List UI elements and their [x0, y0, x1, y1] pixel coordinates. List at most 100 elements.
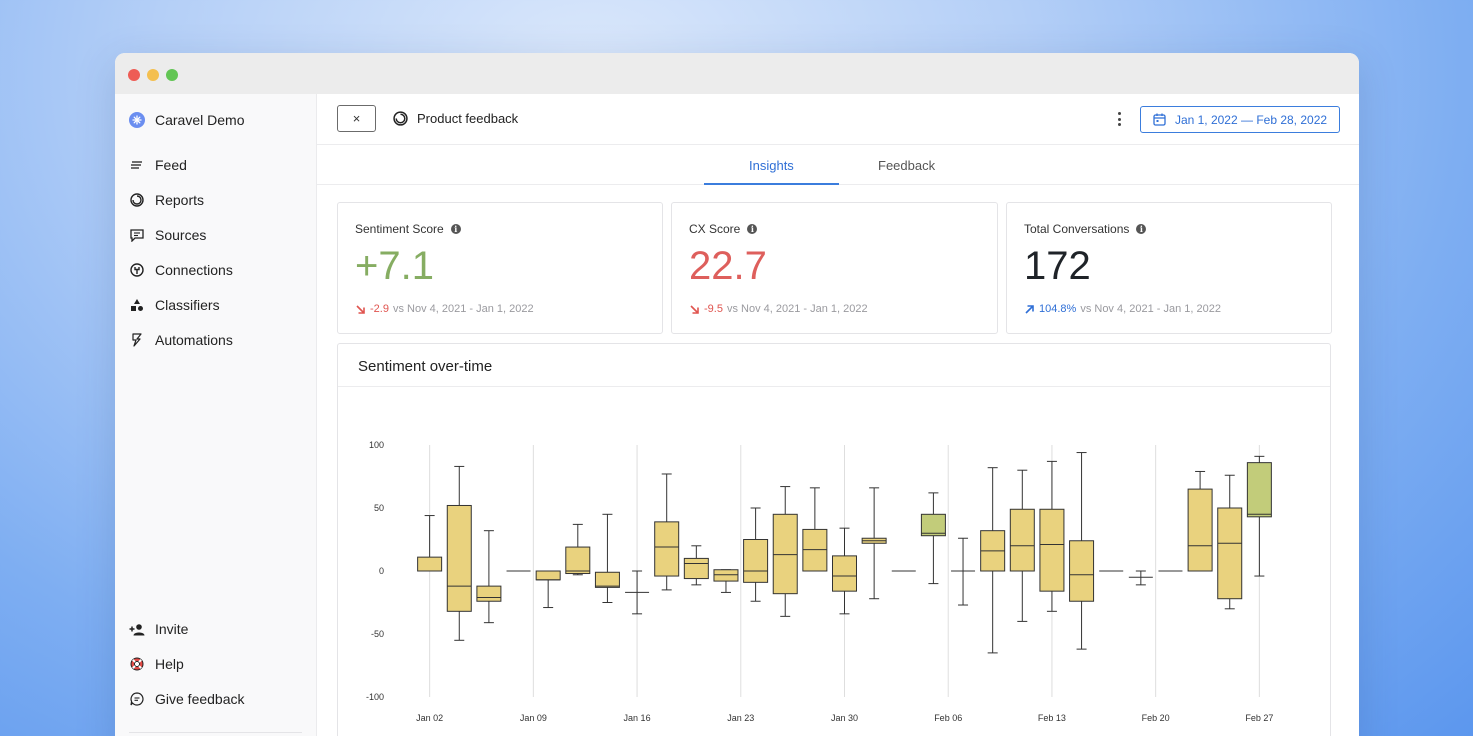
box-body: [476, 585, 502, 602]
box-body: [802, 528, 828, 572]
y-tick-label: 100: [369, 440, 384, 450]
trend-up-icon: [1024, 304, 1035, 315]
x-tick-label: Feb 06: [934, 713, 962, 723]
active-tab-indicator: [704, 183, 839, 185]
x-tick-label: Feb 27: [1245, 713, 1273, 723]
date-range-picker[interactable]: Jan 1, 2022 — Feb 28, 2022: [1140, 106, 1340, 133]
box-body: [1217, 507, 1243, 600]
box-body: [772, 513, 798, 595]
classifiers-icon: [129, 297, 145, 313]
sidebar-item-label: Help: [155, 656, 184, 672]
sidebar-divider: [129, 732, 302, 733]
box-body: [565, 546, 591, 575]
sidebar-item-label: Connections: [155, 262, 233, 278]
sidebar: Caravel Demo Feed Reports Sources Connec…: [115, 94, 317, 736]
automations-icon: [129, 332, 145, 348]
comparison-period: vs Nov 4, 2021 - Jan 1, 2022: [392, 303, 534, 315]
metric-delta: -2.9 vs Nov 4, 2021 - Jan 1, 2022: [355, 303, 534, 315]
metric-label-text: Sentiment Score: [355, 222, 444, 236]
feedback-icon: [129, 691, 145, 707]
box-body: [743, 539, 769, 583]
x-tick-label: Jan 16: [624, 713, 651, 723]
metric-label: Sentiment Score i: [355, 222, 461, 236]
maximize-window-button[interactable]: [166, 69, 178, 81]
x-tick-label: Jan 09: [520, 713, 547, 723]
close-report-button[interactable]: ×: [337, 105, 376, 132]
sources-icon: [129, 227, 145, 243]
x-tick-label: Jan 23: [727, 713, 754, 723]
metric-value: 22.7: [689, 244, 767, 288]
sidebar-item-sources[interactable]: Sources: [129, 225, 206, 245]
sidebar-item-help[interactable]: Help: [129, 654, 184, 674]
sidebar-item-label: Automations: [155, 332, 233, 348]
metric-label-text: Total Conversations: [1024, 222, 1130, 236]
date-range-text: Jan 1, 2022 — Feb 28, 2022: [1174, 112, 1328, 127]
box-body: [654, 521, 680, 577]
add-user-icon: [129, 621, 145, 637]
sidebar-item-label: Feed: [155, 157, 187, 173]
sidebar-item-reports[interactable]: Reports: [129, 190, 204, 210]
report-header: × Product feedback Jan 1, 2022 — Feb 28,…: [317, 94, 1359, 145]
tab-insights[interactable]: Insights: [749, 158, 794, 173]
sidebar-item-invite[interactable]: Invite: [129, 619, 188, 639]
workspace-switcher[interactable]: Caravel Demo: [129, 112, 244, 128]
metric-label: CX Score i: [689, 222, 758, 236]
info-icon[interactable]: i: [1136, 224, 1147, 234]
sidebar-item-label: Reports: [155, 192, 205, 208]
info-icon[interactable]: i: [747, 224, 758, 234]
y-tick-label: -100: [366, 692, 384, 702]
sidebar-item-label: Invite: [155, 621, 189, 637]
box-body: [832, 555, 857, 592]
main-content: × Product feedback Jan 1, 2022 — Feb 28,…: [317, 94, 1359, 736]
metric-value: 172: [1024, 244, 1091, 288]
sentiment-chart-card: Sentiment over-time Jan 02 Jan 09 Jan 16 Ja…: [337, 343, 1331, 736]
metric-card-total-conversations: Total Conversations i 172 104.8% vs Nov …: [1006, 202, 1332, 334]
caravel-logo-icon: [129, 112, 145, 128]
box-body: [1069, 540, 1095, 602]
tab-feedback[interactable]: Feedback: [878, 158, 936, 173]
box-body: [683, 557, 709, 580]
more-options-icon[interactable]: [1113, 110, 1125, 128]
calendar-icon: [1153, 113, 1166, 126]
tab-bar: Insights Feedback: [317, 145, 1359, 185]
metric-delta: -9.5 vs Nov 4, 2021 - Jan 1, 2022: [689, 303, 868, 315]
trend-down-icon: [355, 304, 366, 315]
close-window-button[interactable]: [128, 69, 140, 81]
metric-label-text: CX Score: [689, 222, 741, 236]
box-body: [417, 556, 443, 572]
x-tick-label: Feb 13: [1038, 713, 1066, 723]
box-body: [920, 513, 946, 537]
comparison-period: vs Nov 4, 2021 - Jan 1, 2022: [726, 303, 868, 315]
y-tick-label: -50: [371, 629, 384, 639]
sidebar-item-automations[interactable]: Automations: [129, 330, 233, 350]
workspace-name: Caravel Demo: [155, 112, 245, 128]
metric-card-cx-score: CX Score i 22.7 -9.5 vs Nov 4, 2021 - Ja…: [671, 202, 998, 334]
chart-title: Sentiment over-time: [358, 358, 493, 375]
sidebar-item-feed[interactable]: Feed: [129, 155, 187, 175]
chart-header-divider: [338, 386, 1330, 387]
metric-label: Total Conversations i: [1024, 222, 1147, 236]
comparison-period: vs Nov 4, 2021 - Jan 1, 2022: [1080, 303, 1221, 315]
box-body: [594, 571, 620, 588]
app-window: Caravel Demo Feed Reports Sources Connec…: [115, 53, 1359, 736]
box-body: [713, 569, 739, 582]
report-title-text: Product feedback: [417, 111, 519, 126]
x-tick-label: Jan 02: [416, 713, 443, 723]
sidebar-item-connections[interactable]: Connections: [129, 260, 233, 280]
minimize-window-button[interactable]: [147, 69, 159, 81]
metric-value: +7.1: [355, 244, 434, 288]
metric-card-sentiment: Sentiment Score i +7.1 -2.9 vs Nov 4, 20…: [337, 202, 663, 334]
connections-icon: [129, 262, 145, 278]
reports-icon: [393, 111, 408, 126]
metric-delta: 104.8% vs Nov 4, 2021 - Jan 1, 2022: [1024, 303, 1221, 315]
feed-icon: [129, 157, 145, 173]
info-icon[interactable]: i: [450, 224, 461, 234]
sidebar-item-classifiers[interactable]: Classifiers: [129, 295, 220, 315]
sidebar-item-label: Give feedback: [155, 691, 245, 707]
box-body: [1009, 508, 1035, 572]
sidebar-item-give-feedback[interactable]: Give feedback: [129, 689, 245, 709]
reports-icon: [129, 192, 145, 208]
lifebuoy-icon: [129, 656, 145, 672]
sidebar-item-label: Classifiers: [155, 297, 220, 313]
box-body: [535, 570, 561, 581]
